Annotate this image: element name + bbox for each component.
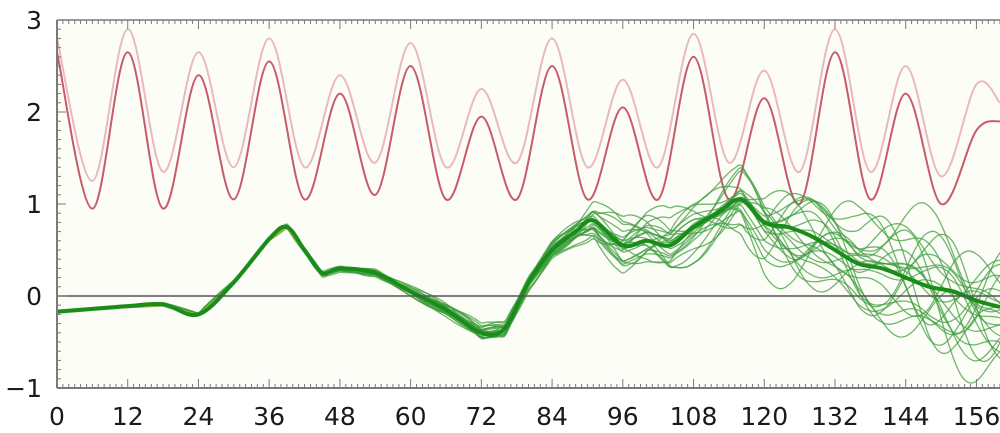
x-tick-label: 36	[253, 402, 285, 431]
x-tick-label: 0	[49, 402, 65, 431]
x-tick-label: 156	[953, 402, 1000, 431]
x-tick-label: 24	[183, 402, 215, 431]
x-tick-label: 108	[670, 402, 718, 431]
ensemble-mean-line	[56, 197, 1000, 337]
y-tick-label: −1	[5, 374, 42, 403]
axes	[56, 19, 1000, 389]
y-tick-label: 1	[26, 190, 42, 219]
tide-main-line	[56, 51, 1000, 210]
x-tick-label: 144	[882, 402, 930, 431]
tide-light-line	[56, 28, 1000, 183]
x-tick-label: 48	[324, 402, 356, 431]
x-tick-label: 120	[740, 402, 788, 431]
x-tick-label: 60	[395, 402, 427, 431]
x-tick-label: 12	[112, 402, 144, 431]
x-tick-label: 132	[811, 402, 859, 431]
y-tick-label: 0	[26, 282, 42, 311]
y-tick-label: 2	[26, 98, 42, 127]
plot-area	[57, 20, 1000, 388]
series-layer	[56, 28, 1000, 384]
y-tick-label: 3	[26, 6, 42, 35]
x-tick-label: 72	[465, 402, 497, 431]
x-tick-label: 96	[607, 402, 639, 431]
x-tick-label: 84	[536, 402, 568, 431]
